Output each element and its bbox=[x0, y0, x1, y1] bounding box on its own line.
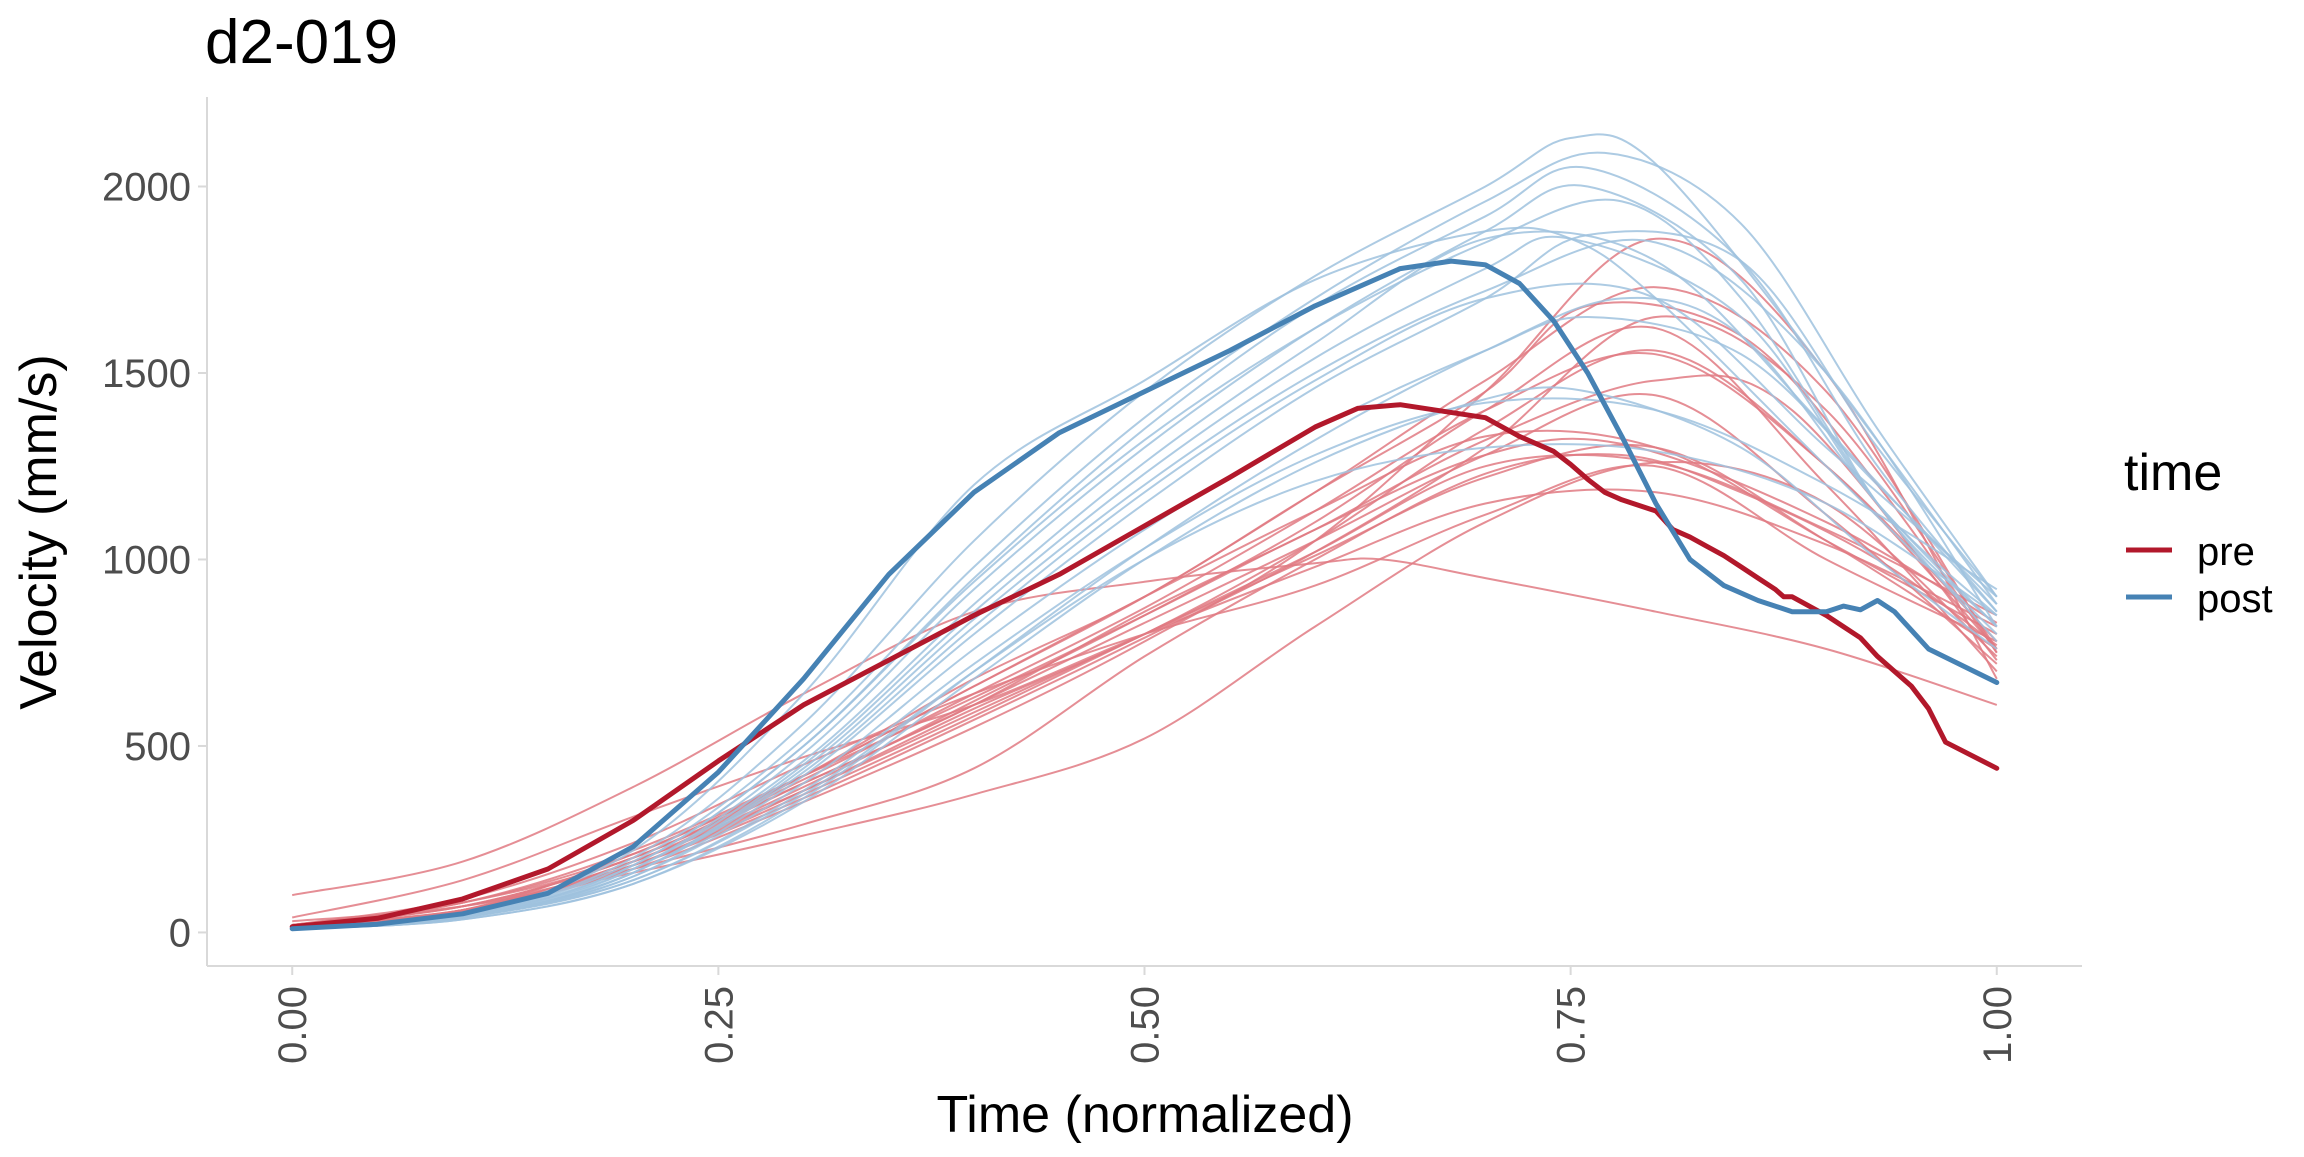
x-tick-label: 0.00 bbox=[271, 986, 315, 1064]
y-axis-title: Velocity (mm/s) bbox=[10, 354, 68, 709]
trial-line-pre-9 bbox=[291, 488, 1998, 919]
y-tick-label: 1000 bbox=[102, 538, 191, 582]
x-tick-label: 0.75 bbox=[1550, 986, 1594, 1064]
x-tick-label: 0.50 bbox=[1124, 986, 1168, 1064]
x-axis-ticks: 0.00 0.25 0.50 0.75 1.00 bbox=[271, 966, 2020, 1064]
trial-line-pre-17 bbox=[292, 286, 1998, 926]
legend-title: time bbox=[2124, 444, 2222, 502]
trial-line-post-5 bbox=[292, 184, 1998, 930]
y-tick-label: 0 bbox=[169, 911, 191, 955]
x-axis-title: Time (normalized) bbox=[936, 1086, 1353, 1144]
trial-line-post-15 bbox=[292, 230, 1998, 930]
mean-lines bbox=[289, 258, 2000, 932]
trial-line-post-6 bbox=[292, 198, 1998, 930]
x-tick-label: 0.25 bbox=[697, 986, 741, 1064]
trial-line-pre-13 bbox=[292, 315, 1998, 926]
plot-area bbox=[206, 97, 2082, 967]
x-tick-label: 1.00 bbox=[1976, 986, 2020, 1064]
chart-title: d2-019 bbox=[205, 8, 398, 77]
legend-label-pre: pre bbox=[2197, 530, 2255, 574]
trial-line-pre-15 bbox=[292, 443, 1998, 926]
y-axis-ticks: 0 500 1000 1500 2000 bbox=[102, 166, 207, 955]
trial-line-pre-5 bbox=[292, 464, 1998, 926]
y-tick-label: 500 bbox=[124, 725, 191, 769]
mean-line-post bbox=[289, 258, 2000, 932]
legend-label-post: post bbox=[2197, 577, 2273, 621]
trial-line-post-1 bbox=[292, 226, 1998, 930]
individual-lines bbox=[291, 133, 1998, 930]
trial-line-post-10 bbox=[292, 386, 1998, 930]
trial-line-pre-10 bbox=[292, 437, 1998, 926]
trial-line-post-2 bbox=[292, 133, 1998, 930]
trial-line-post-14 bbox=[292, 397, 1998, 930]
y-tick-label: 2000 bbox=[102, 166, 191, 210]
trial-line-pre-8 bbox=[292, 374, 1998, 926]
mean-line-pre bbox=[289, 402, 2000, 930]
trial-line-pre-3 bbox=[292, 461, 1998, 923]
y-tick-label: 1500 bbox=[102, 352, 191, 396]
trial-line-post-3 bbox=[292, 151, 1998, 930]
trial-line-pre-16 bbox=[292, 352, 1998, 926]
trial-line-post-11 bbox=[292, 443, 1998, 930]
legend: time pre post bbox=[2124, 444, 2273, 621]
trial-line-pre-2 bbox=[292, 453, 1998, 926]
trial-line-post-16 bbox=[292, 238, 1998, 930]
